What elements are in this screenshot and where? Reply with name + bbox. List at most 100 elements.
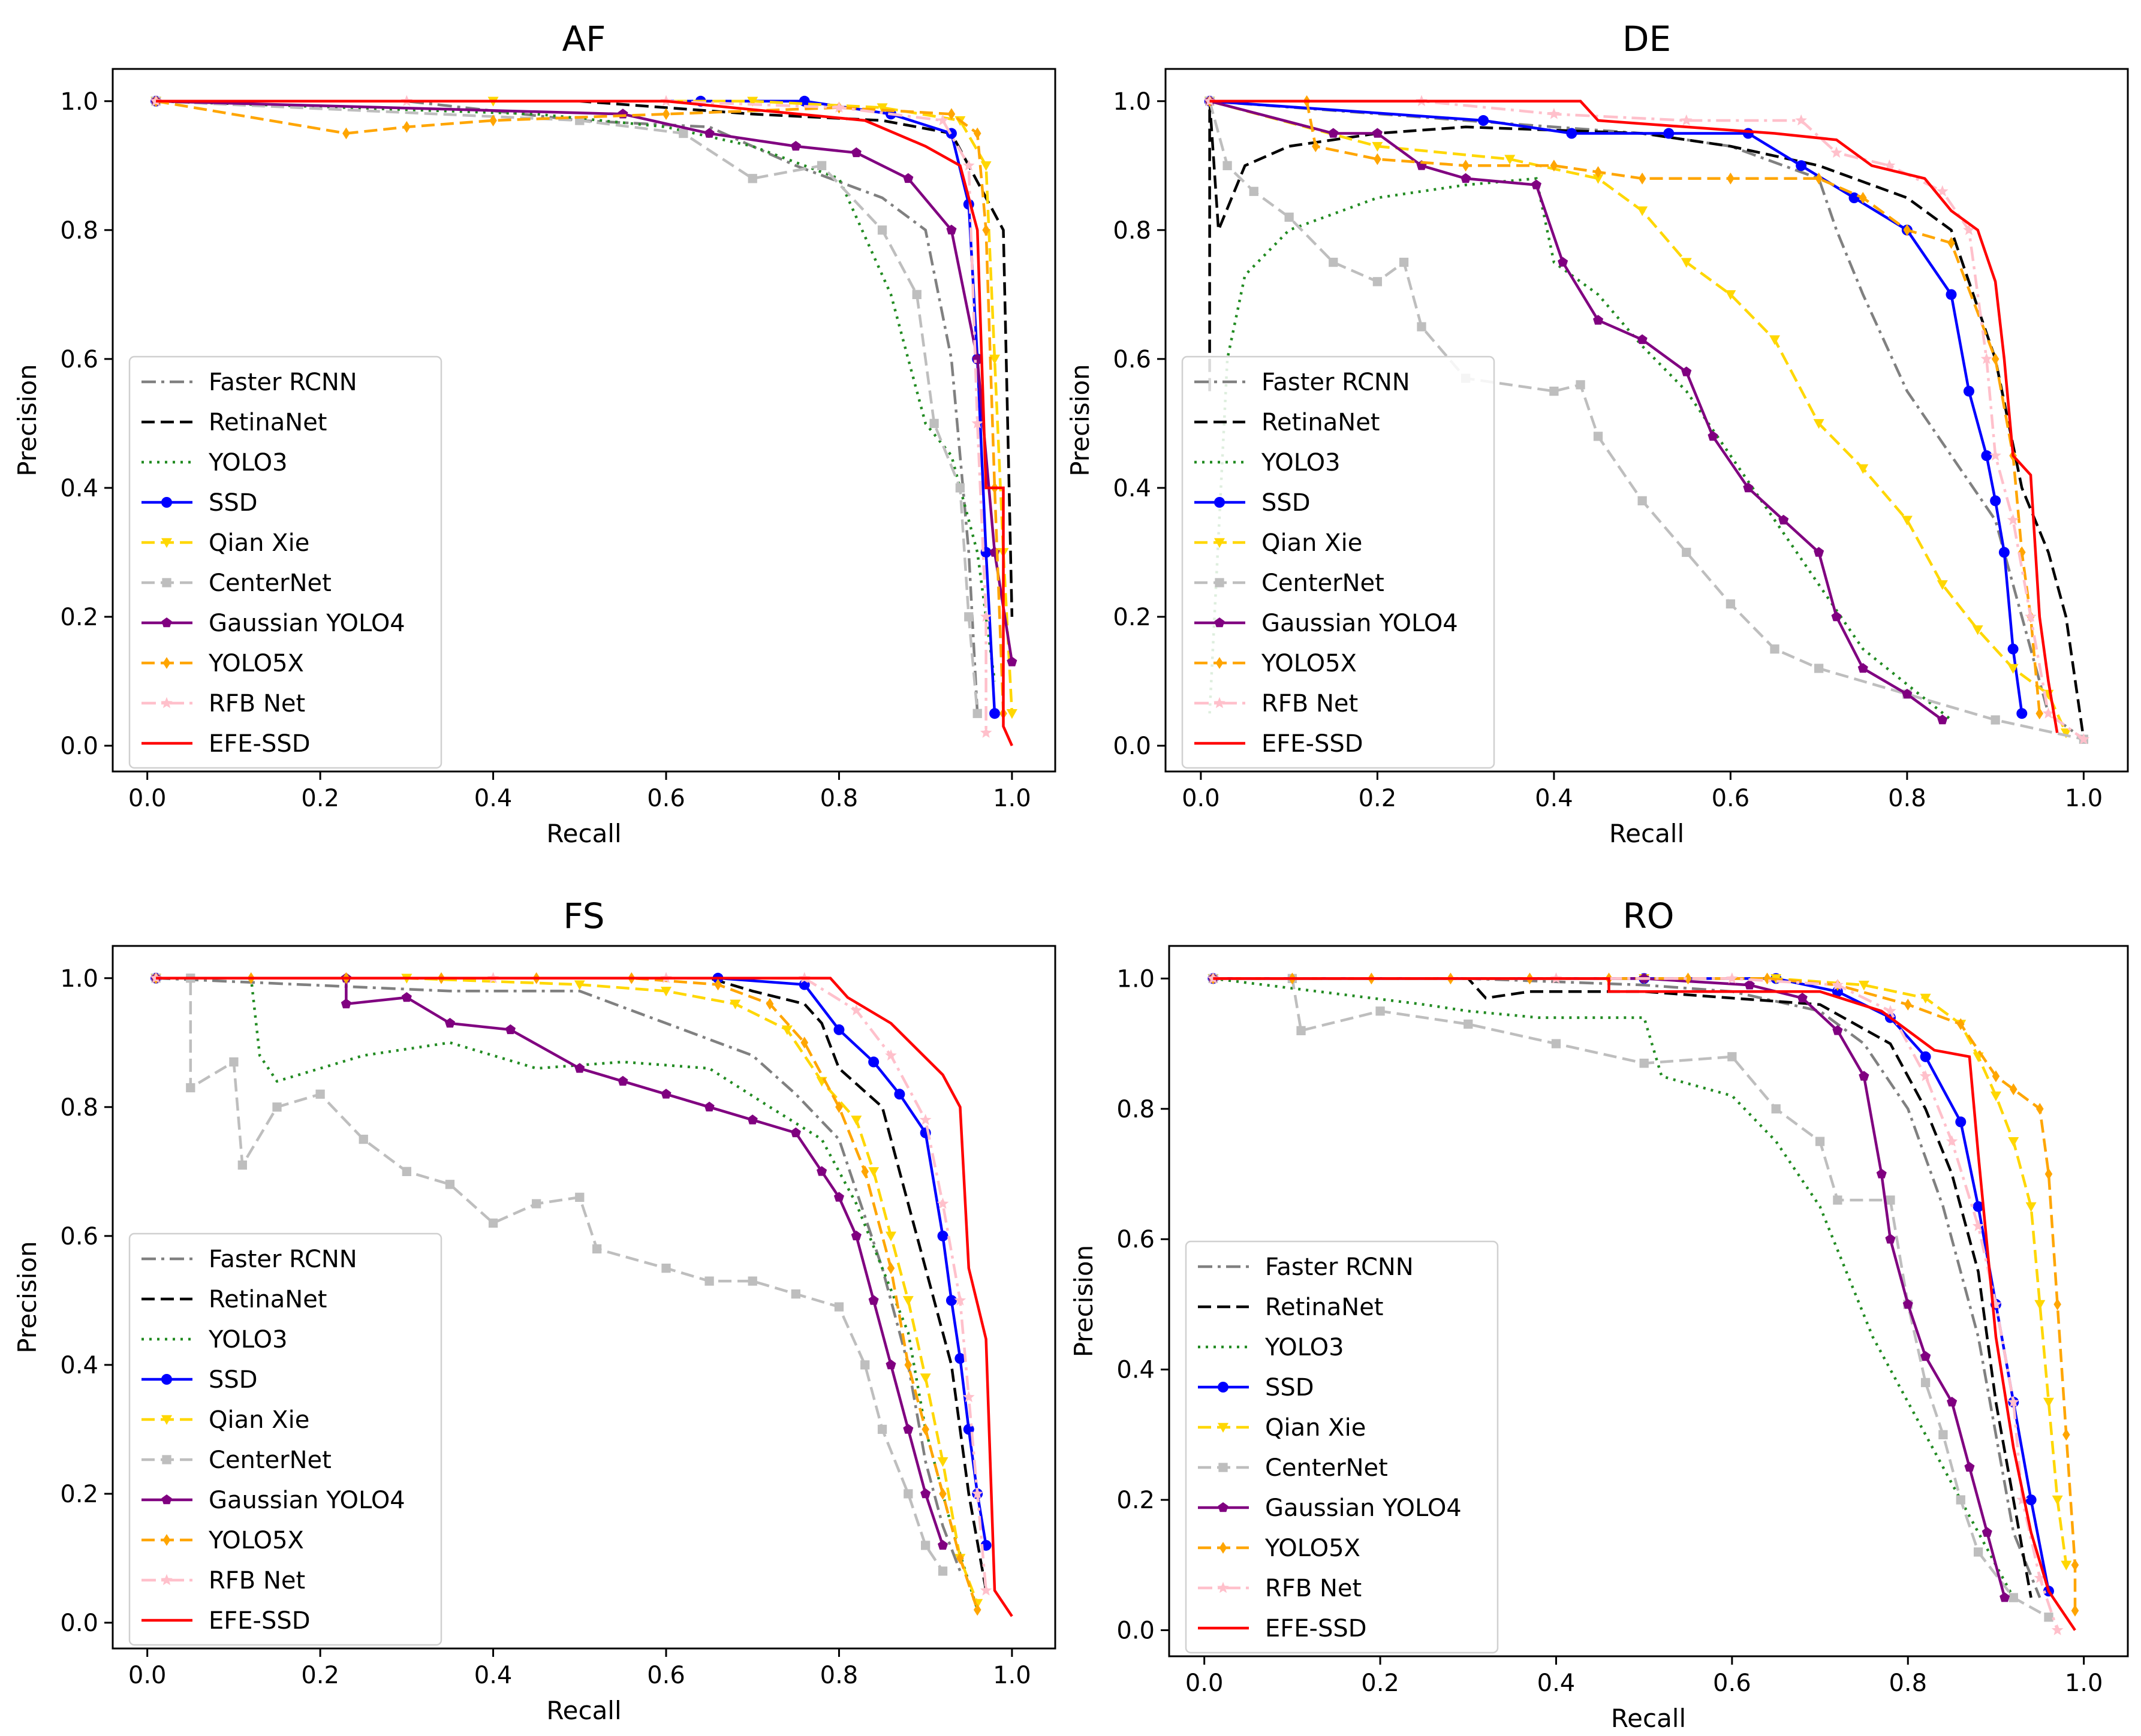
marker-de-yolo5x (1462, 159, 1470, 172)
series-line-ro-retinanet (1213, 977, 2032, 1598)
legend-label-fs-rfb-net: RFB Net (209, 1567, 305, 1595)
marker-ro-gaussian-yolo4 (1859, 1071, 1869, 1081)
marker-fs-gaussian-yolo4 (833, 1192, 844, 1202)
marker-af-centernet (964, 612, 974, 622)
x-tick-label-ro: 0.6 (1713, 1669, 1751, 1697)
marker-ro-rfb-net (1884, 1005, 1896, 1017)
marker-ro-yolo5x (2053, 1298, 2061, 1310)
marker-fs-yolo5x (714, 978, 722, 991)
marker-fs-centernet (791, 1289, 800, 1299)
marker-ro-centernet (1296, 1026, 1306, 1035)
legend-label-fs-faster-rcnn: Faster RCNN (209, 1246, 357, 1273)
marker-fs-rfb-net (962, 1391, 975, 1402)
legend-box (128, 1232, 442, 1646)
marker-de-gaussian-yolo4 (1708, 430, 1718, 441)
x-tick-label-af: 0.6 (647, 785, 685, 812)
marker-de-centernet (1222, 161, 1232, 170)
x-tick-label-af: 0.0 (128, 785, 167, 812)
series-line-de-centernet (1208, 101, 2084, 741)
y-tick-label-fs: 0.0 (60, 1610, 98, 1637)
legend-label-ro-qian-xie: Qian Xie (1265, 1414, 1366, 1442)
series-line-af-retinanet (156, 100, 1014, 617)
marker-fs-gaussian-yolo4 (903, 1424, 914, 1434)
legend-de: Faster RCNN RetinaNet YOLO3 SSD Qian Xie Cent… (1181, 355, 1495, 769)
marker-fs-centernet (237, 1160, 247, 1170)
marker-de-yolo5x (1638, 172, 1646, 185)
marker-fs-yolo5x (861, 1165, 869, 1178)
y-tick-label-ro: 0.0 (1116, 1617, 1155, 1645)
marker-fs-ssd (868, 1056, 880, 1068)
marker-fs-gaussian-yolo4 (444, 1018, 455, 1028)
legend-label-af-qian-xie: Qian Xie (209, 529, 309, 557)
series-line-ro-faster-rcnn (1213, 977, 2041, 1599)
marker-fs-qian-xie (868, 1167, 880, 1177)
marker-ro-rfb-net (2051, 1624, 2064, 1635)
marker-fs-centernet (186, 1083, 195, 1093)
legend-marker-fs-rfb-net (161, 1574, 173, 1586)
marker-fs-centernet (402, 1167, 411, 1176)
legend-marker-af-yolo5x (162, 657, 171, 669)
legend-marker-de-rfb-net (1213, 697, 1225, 709)
series-line-de-efe-ssd (1209, 100, 2059, 733)
marker-ro-centernet (1639, 1059, 1649, 1068)
marker-fs-rfb-net (850, 1004, 863, 1015)
marker-de-centernet (1726, 599, 1736, 609)
marker-fs-qian-xie (885, 1231, 896, 1241)
y-tick-label-fs: 0.8 (60, 1094, 98, 1122)
marker-af-gaussian-yolo4 (903, 173, 914, 183)
marker-fs-yolo5x (956, 1552, 964, 1565)
legend-marker-af-rfb-net (161, 697, 173, 709)
x-axis-label-af: Recall (546, 819, 621, 848)
marker-de-qian-xie (1681, 258, 1692, 268)
marker-de-gaussian-yolo4 (1743, 482, 1754, 493)
marker-ro-ssd (1920, 1051, 1931, 1062)
marker-de-gaussian-yolo4 (1372, 128, 1383, 138)
legend-label-de-centernet: CenterNet (1261, 569, 1384, 597)
legend-label-af-efe-ssd: EFE-SSD (209, 730, 311, 758)
y-tick-label-fs: 0.6 (60, 1223, 98, 1250)
marker-de-ssd (1981, 450, 1992, 462)
x-tick-label-fs: 1.0 (993, 1662, 1031, 1689)
series-line-fs-gaussian-yolo4 (156, 976, 944, 1546)
marker-af-gaussian-yolo4 (790, 141, 801, 151)
marker-af-rfb-net (937, 114, 949, 126)
plot-frame-ro (1168, 945, 2129, 1657)
marker-ro-gaussian-yolo4 (1964, 1461, 1975, 1472)
marker-ro-ssd (1955, 1116, 1967, 1128)
marker-ro-gaussian-yolo4 (1797, 993, 1808, 1003)
legend-label-de-qian-xie: Qian Xie (1261, 529, 1362, 557)
marker-af-centernet (817, 161, 827, 170)
legend-label-de-yolo5x: YOLO5X (1261, 650, 1357, 677)
marker-fs-yolo5x (887, 1262, 895, 1274)
marker-de-rfb-net (1980, 352, 1993, 364)
marker-ro-gaussian-yolo4 (1902, 1298, 1913, 1309)
y-axis-label-fs: Precision (13, 1241, 42, 1353)
x-tick-label-ro: 0.2 (1361, 1669, 1399, 1697)
x-tick-label-af: 1.0 (993, 785, 1031, 812)
marker-af-ssd (989, 708, 1001, 719)
marker-ro-centernet (1973, 1547, 1983, 1557)
marker-de-qian-xie (1725, 290, 1736, 300)
marker-de-rfb-net (1963, 224, 1975, 236)
legend-marker-de-gaussian-yolo4 (1214, 617, 1225, 628)
marker-fs-gaussian-yolo4 (938, 1540, 948, 1550)
x-tick-label-fs: 0.6 (647, 1662, 685, 1689)
marker-ro-gaussian-yolo4 (1947, 1397, 1958, 1407)
marker-ro-qian-xie (2061, 1560, 2072, 1571)
legend-marker-fs-gaussian-yolo4 (161, 1494, 172, 1505)
marker-af-rfb-net (980, 727, 992, 738)
marker-af-qian-xie (1006, 709, 1017, 719)
marker-ro-gaussian-yolo4 (2000, 1592, 2010, 1602)
y-tick-label-ro: 0.8 (1116, 1096, 1155, 1123)
legend-marker-ro-yolo5x (1219, 1542, 1227, 1554)
marker-af-rfb-net (962, 159, 975, 171)
marker-ro-centernet (1375, 1006, 1385, 1016)
marker-de-gaussian-yolo4 (1831, 611, 1842, 622)
marker-fs-centernet (488, 1218, 498, 1228)
y-tick-label-de: 0.4 (1113, 475, 1151, 502)
marker-de-centernet (1417, 322, 1426, 331)
marker-fs-ssd (894, 1089, 905, 1100)
y-tick-label-de: 0.0 (1113, 733, 1151, 760)
legend-marker-fs-qian-xie (161, 1415, 172, 1425)
y-tick-label-fs: 0.2 (60, 1481, 98, 1508)
